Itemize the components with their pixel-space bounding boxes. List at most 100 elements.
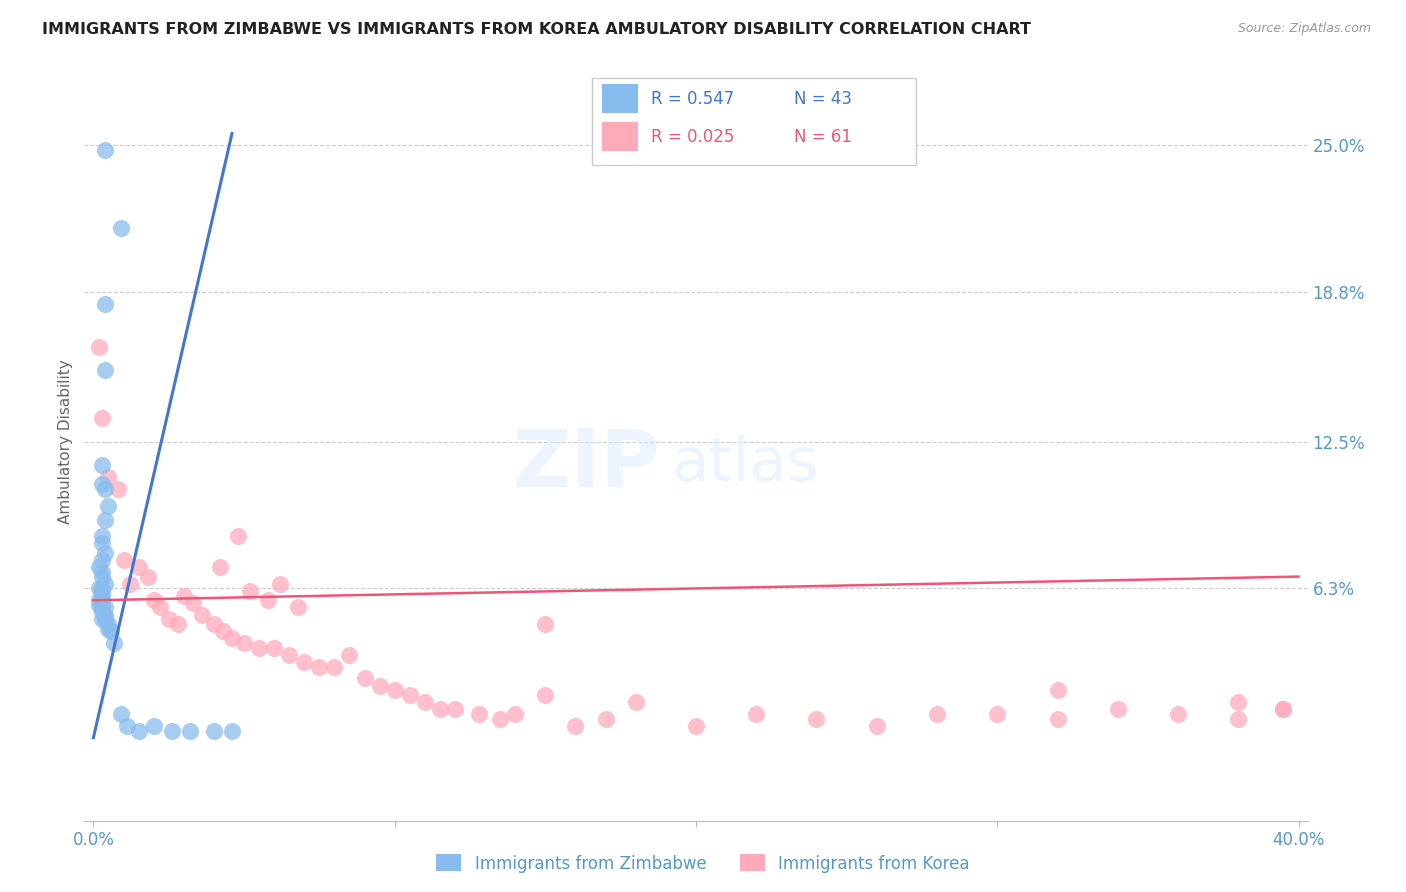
Point xyxy=(202,723,225,738)
Point xyxy=(806,712,828,726)
Point xyxy=(503,706,526,721)
Point xyxy=(110,706,132,721)
Point xyxy=(173,589,195,603)
Point xyxy=(191,607,214,622)
Text: IMMIGRANTS FROM ZIMBABWE VS IMMIGRANTS FROM KOREA AMBULATORY DISABILITY CORRELAT: IMMIGRANTS FROM ZIMBABWE VS IMMIGRANTS F… xyxy=(42,22,1031,37)
Text: atlas: atlas xyxy=(672,434,820,494)
Point xyxy=(323,659,346,673)
Point xyxy=(212,624,235,639)
Legend: Immigrants from Zimbabwe, Immigrants from Korea: Immigrants from Zimbabwe, Immigrants fro… xyxy=(430,847,976,880)
Point xyxy=(94,297,117,311)
Point xyxy=(97,470,120,484)
Point xyxy=(1272,702,1295,716)
Point xyxy=(384,683,406,698)
Point xyxy=(160,723,183,738)
Point xyxy=(308,659,330,673)
Point xyxy=(179,723,201,738)
Point xyxy=(91,565,114,579)
Point xyxy=(157,612,180,626)
Point xyxy=(595,712,617,726)
Point xyxy=(97,617,120,632)
Point xyxy=(745,706,768,721)
Text: R = 0.547: R = 0.547 xyxy=(651,90,734,108)
Point xyxy=(925,706,948,721)
Text: Source: ZipAtlas.com: Source: ZipAtlas.com xyxy=(1237,22,1371,36)
Point xyxy=(118,576,141,591)
Text: N = 61: N = 61 xyxy=(794,128,852,145)
Point xyxy=(624,695,647,709)
Point xyxy=(89,340,111,354)
Point xyxy=(89,593,111,607)
Y-axis label: Ambulatory Disability: Ambulatory Disability xyxy=(58,359,73,524)
Point xyxy=(221,723,243,738)
Point xyxy=(142,593,165,607)
Point xyxy=(94,576,117,591)
Point xyxy=(287,600,309,615)
Point xyxy=(1046,683,1069,698)
Point xyxy=(269,576,291,591)
Point xyxy=(94,607,117,622)
Point xyxy=(110,221,132,235)
Point xyxy=(97,499,120,513)
Point xyxy=(89,598,111,612)
Point xyxy=(278,648,301,662)
Point xyxy=(986,706,1008,721)
Point xyxy=(166,617,188,632)
Point xyxy=(91,583,114,598)
Point xyxy=(226,529,249,543)
Point xyxy=(94,513,117,527)
Point xyxy=(339,648,361,662)
Point xyxy=(89,582,111,596)
Point xyxy=(233,636,256,650)
Point xyxy=(1167,706,1189,721)
Point xyxy=(91,600,114,615)
Point xyxy=(398,688,420,702)
Point xyxy=(866,719,889,733)
Point xyxy=(142,719,165,733)
FancyBboxPatch shape xyxy=(602,85,638,113)
Point xyxy=(97,622,120,636)
Text: N = 43: N = 43 xyxy=(794,90,852,108)
Point xyxy=(247,640,270,655)
Point xyxy=(1107,702,1129,716)
Point xyxy=(239,583,262,598)
Point xyxy=(292,655,315,669)
Point xyxy=(263,640,285,655)
Point xyxy=(1227,695,1250,709)
Point xyxy=(534,617,557,632)
Text: ZIP: ZIP xyxy=(512,425,659,503)
Point xyxy=(91,569,114,583)
Point xyxy=(91,536,114,550)
Point xyxy=(115,719,138,733)
Point xyxy=(103,636,125,650)
Point xyxy=(128,560,150,574)
Point xyxy=(91,589,114,603)
Point xyxy=(353,672,375,686)
Point xyxy=(564,719,586,733)
Text: R = 0.025: R = 0.025 xyxy=(651,128,734,145)
Point xyxy=(94,482,117,496)
Point xyxy=(128,723,150,738)
Point xyxy=(89,560,111,574)
Point xyxy=(685,719,707,733)
Point xyxy=(1227,712,1250,726)
Point xyxy=(91,477,114,491)
FancyBboxPatch shape xyxy=(592,78,917,165)
Point xyxy=(149,600,172,615)
Point xyxy=(107,482,129,496)
Point xyxy=(1046,712,1069,726)
Point xyxy=(208,560,231,574)
Point xyxy=(444,702,467,716)
Point xyxy=(1272,702,1295,716)
Point xyxy=(91,553,114,567)
Point xyxy=(368,679,391,693)
Point xyxy=(181,596,204,610)
Point xyxy=(91,605,114,619)
Point xyxy=(94,363,117,377)
Point xyxy=(202,617,225,632)
Point xyxy=(91,593,114,607)
Point xyxy=(91,612,114,626)
Point xyxy=(94,546,117,560)
Point xyxy=(257,593,280,607)
Point xyxy=(468,706,491,721)
